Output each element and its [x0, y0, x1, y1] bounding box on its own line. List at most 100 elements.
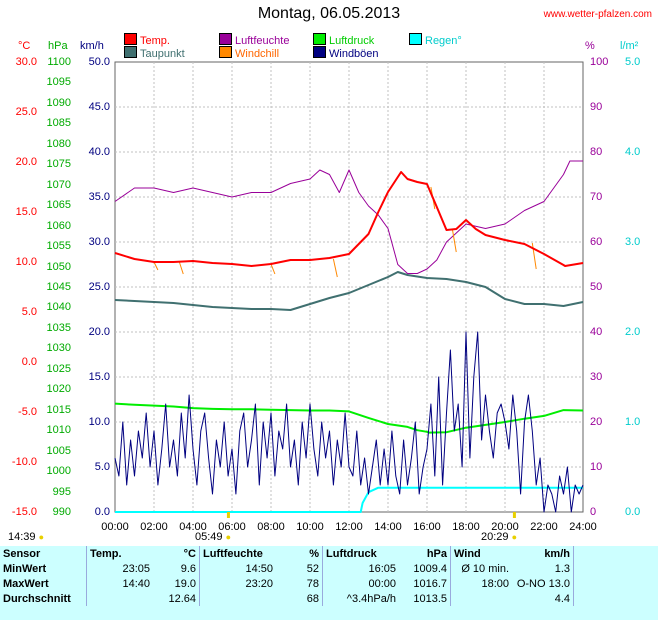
pressure-tick-label: 1015: [46, 403, 71, 416]
table-header: km/h: [544, 547, 570, 560]
table-cell: MinWert: [3, 562, 47, 575]
time-tick-label: 02:00: [140, 521, 168, 533]
legend-item-dewpoint: Taupunkt: [124, 46, 185, 60]
pressure-tick-label: 1050: [46, 260, 71, 273]
table-row: Durchschnitt 12.64 68 ^3.4hPa/h 1013.5 4…: [0, 591, 658, 606]
series-windchill-dip: [332, 258, 338, 278]
time-tick-label: 18:00: [452, 521, 480, 533]
pressure-tick-label: 1080: [46, 137, 71, 150]
humidity-tick-label: 70: [590, 191, 603, 203]
pressure-tick-label: 1095: [46, 76, 71, 89]
wind-tick-label: 0.0: [94, 506, 110, 518]
table-cell: 1013.5: [413, 592, 447, 605]
table-cell: O-NO 13.0: [516, 577, 570, 590]
sunset-value: 20:29: [481, 531, 509, 543]
table-spacer: [573, 546, 658, 561]
table-cell: 14:50: [199, 561, 276, 576]
humidity-tick-label: 80: [590, 146, 603, 158]
table-spacer: [573, 561, 658, 576]
table-header: hPa: [426, 547, 447, 560]
wind-tick-label: 50.0: [88, 56, 110, 68]
pressure-tick-label: 995: [52, 485, 71, 498]
table-cell: 68: [306, 592, 319, 605]
rain-tick-label: 0.0: [625, 506, 641, 518]
legend-label: Windchill: [235, 48, 280, 60]
legend-swatch-icon: [313, 33, 326, 45]
time-tick-label: 12:00: [335, 521, 363, 533]
legend-label: Temp.: [140, 35, 170, 47]
pressure-tick-label: 1030: [46, 342, 71, 355]
legend-item-windchill: Windchill: [219, 46, 280, 60]
legend-swatch-icon: [124, 46, 137, 58]
legend-swatch-icon: [219, 46, 232, 58]
summary-table: Sensor Temp. °C Luftfeuchte % Luftdruck …: [0, 546, 658, 620]
table-header: %: [309, 547, 319, 560]
table-header-row: Sensor Temp. °C Luftfeuchte % Luftdruck …: [0, 546, 658, 561]
table-cell: Ø 10 min.: [450, 561, 512, 576]
sun-duration: 14:39 ●: [8, 531, 44, 543]
wind-tick-label: 30.0: [88, 236, 110, 248]
table-cell: 14:40: [86, 576, 153, 591]
pressure-tick-label: 1045: [46, 281, 71, 293]
temp-tick-label: 0.0: [21, 356, 37, 368]
sun-icon: ●: [511, 532, 518, 542]
time-tick-label: 14:00: [374, 521, 402, 533]
table-cell: Durchschnitt: [3, 592, 71, 605]
rain-tick-label: 5.0: [625, 56, 641, 68]
table-row: MaxWert 14:40 19.0 23:20 78 00:00 1016.7…: [0, 576, 658, 591]
wind-tick-label: 45.0: [88, 101, 110, 113]
table-cell: 1016.7: [413, 577, 447, 590]
wind-tick-label: 10.0: [88, 416, 110, 428]
temp-unit-label: °C: [18, 40, 31, 52]
series-line-regen: [115, 486, 583, 513]
legend-item-gust: Windböen: [313, 46, 379, 60]
wind-tick-label: 40.0: [88, 146, 110, 158]
pressure-tick-label: 1055: [46, 240, 71, 253]
table-cell: [450, 591, 512, 606]
table-cell: 12.64: [168, 592, 196, 605]
pressure-tick-label: 1090: [46, 96, 71, 109]
wind-tick-label: 25.0: [88, 281, 110, 293]
table-header: Wind: [450, 546, 512, 561]
pressure-tick-label: 990: [52, 506, 71, 518]
table-cell: 23:20: [199, 576, 276, 591]
pressure-tick-label: 1035: [46, 321, 71, 334]
legend-item-humidity: Luftfeuchte: [219, 33, 289, 47]
site-link[interactable]: www.wetter-pfalzen.com: [543, 9, 652, 20]
table-cell: [199, 591, 276, 606]
temp-tick-label: 20.0: [15, 156, 37, 168]
legend-label: Windböen: [329, 48, 379, 60]
pressure-tick-label: 1025: [46, 362, 71, 375]
temp-tick-label: 5.0: [21, 306, 37, 318]
table-cell: 4.4: [554, 592, 570, 605]
rain-tick-label: 2.0: [625, 326, 641, 338]
table-header: Temp.: [86, 546, 153, 561]
table-cell: 9.6: [180, 562, 196, 575]
wind-tick-label: 35.0: [88, 191, 110, 203]
time-tick-label: 06:00: [218, 521, 246, 533]
series-line-luftfeuchte: [114, 160, 583, 274]
legend-label: Regen°: [425, 35, 462, 47]
rain-tick-label: 4.0: [625, 146, 641, 158]
table-header: Luftfeuchte: [199, 546, 276, 561]
legend-label: Luftdruck: [329, 35, 375, 47]
table-cell: MaxWert: [3, 577, 49, 590]
series-line-luftdruck: [114, 402, 584, 434]
humidity-tick-label: 30: [590, 371, 603, 383]
legend-swatch-icon: [409, 33, 422, 45]
pressure-tick-label: 1060: [46, 219, 71, 232]
time-tick-label: 08:00: [257, 521, 285, 533]
legend-item-rain: Regen°: [409, 33, 462, 47]
pressure-tick-label: 1010: [46, 424, 71, 437]
table-spacer: [573, 576, 658, 591]
wind-unit-label: km/h: [80, 40, 104, 52]
series-windchill-dip: [153, 261, 159, 271]
rain-tick-label: 3.0: [625, 236, 641, 248]
time-tick-label: 24:00: [569, 521, 597, 533]
humidity-tick-label: 20: [590, 416, 603, 428]
temp-tick-label: 10.0: [15, 256, 37, 268]
table-cell: 23:05: [86, 561, 153, 576]
sun-icon: ●: [225, 532, 232, 542]
humidity-tick-label: 0: [590, 506, 597, 518]
series-line-temp: [114, 171, 584, 267]
